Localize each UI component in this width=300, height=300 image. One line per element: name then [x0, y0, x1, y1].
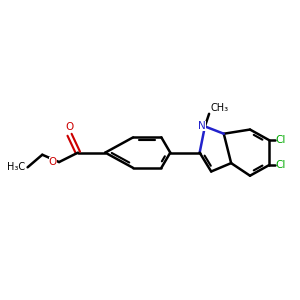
Text: H₃C: H₃C: [8, 162, 26, 172]
Text: O: O: [49, 157, 57, 167]
Text: CH₃: CH₃: [210, 103, 228, 113]
Text: Cl: Cl: [275, 160, 286, 170]
Text: Cl: Cl: [275, 135, 286, 145]
Text: N: N: [198, 121, 206, 131]
Text: O: O: [65, 122, 74, 132]
